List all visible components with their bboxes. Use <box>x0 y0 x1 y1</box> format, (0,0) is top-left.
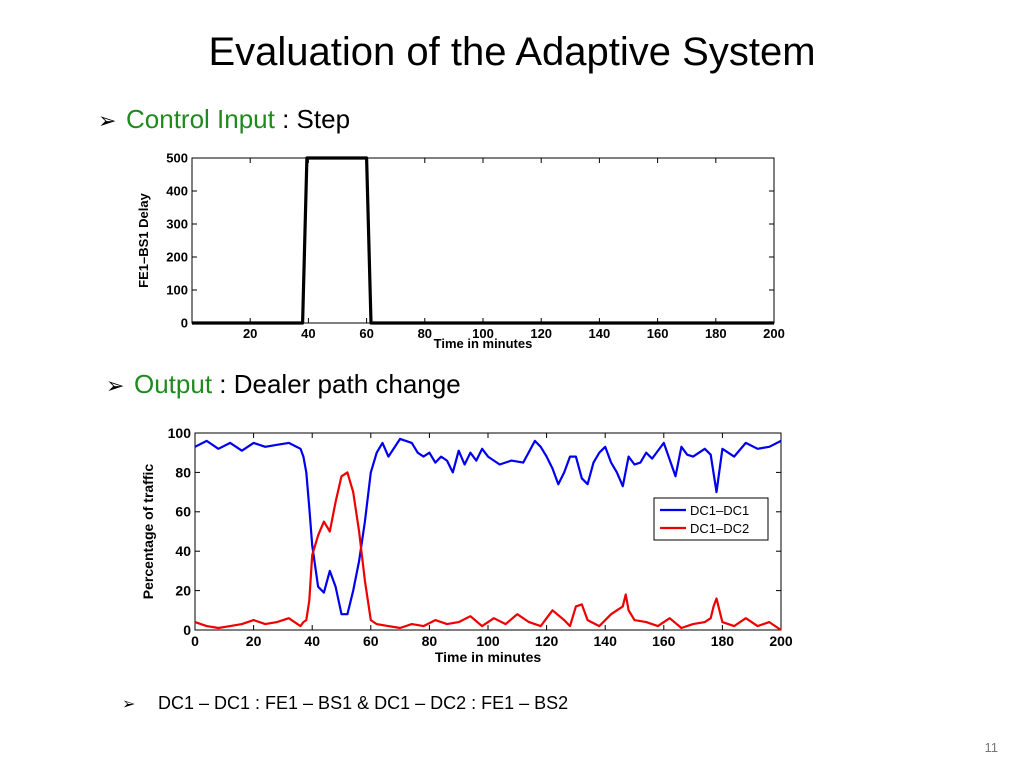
control-input-label: Control Input <box>126 104 275 134</box>
x-tick-label: 100 <box>476 633 500 649</box>
y-tick-label: 60 <box>175 504 191 520</box>
y-tick-label: 100 <box>168 425 192 441</box>
x-tick-label: 140 <box>589 326 611 341</box>
x-tick-label: 60 <box>363 633 379 649</box>
legend-box <box>653 497 769 541</box>
x-tick-label: 40 <box>301 326 315 341</box>
x-tick-label: 140 <box>594 633 618 649</box>
x-tick-label: 160 <box>652 633 676 649</box>
bullet-control-input: ➢ Control Input : Step <box>98 104 350 135</box>
y-axis-title: Percentage of traffic <box>140 464 156 600</box>
x-tick-label: 120 <box>535 633 559 649</box>
note-text: DC1 – DC1 : FE1 – BS1 & DC1 – DC2 : FE1 … <box>158 693 569 713</box>
y-tick-label: 40 <box>175 543 191 559</box>
arrow-bullet-icon: ➢ <box>98 108 117 133</box>
y-tick-label: 300 <box>166 217 188 232</box>
y-tick-label: 0 <box>183 622 191 638</box>
x-tick-label: 160 <box>647 326 669 341</box>
x-tick-label: 200 <box>769 633 793 649</box>
chart-1: 20 40 60 80 100 120 140 160 180 200 0 100 200 300 400 5… <box>136 151 785 351</box>
bullet-output: ➢ Output : Dealer path change <box>106 369 461 400</box>
page-number: 11 <box>984 740 999 755</box>
y-tick-label: 20 <box>175 583 191 599</box>
y-tick-label: 400 <box>166 184 188 199</box>
plot-frame <box>191 157 775 324</box>
arrow-bullet-icon: ➢ <box>122 696 136 713</box>
x-tick-label: 100 <box>472 326 494 341</box>
legend-entry: DC1–DC1 <box>690 503 749 518</box>
x-tick-label: 0 <box>191 633 199 649</box>
control-input-value: : Step <box>274 104 351 134</box>
x-tick-label: 80 <box>418 326 432 341</box>
x-tick-label: 80 <box>422 633 438 649</box>
output-label: Output <box>134 369 213 399</box>
slide-title: Evaluation of the Adaptive System <box>208 30 816 74</box>
x-tick-label: 200 <box>763 326 785 341</box>
y-tick-label: 200 <box>166 250 188 265</box>
arrow-bullet-icon: ➢ <box>106 373 125 398</box>
y-tick-label: 0 <box>181 316 188 331</box>
x-tick-label: 20 <box>243 326 257 341</box>
x-tick-label: 20 <box>246 633 262 649</box>
x-tick-label: 40 <box>304 633 320 649</box>
x-axis-title: Time in minutes <box>435 649 542 665</box>
series-line-1 <box>192 156 774 325</box>
note-legend-mapping: ➢ DC1 – DC1 : FE1 – BS1 & DC1 – DC2 : FE1… <box>122 693 568 714</box>
chart-2: 0 20 40 60 80 100 120 140 160 180 200020406080100T… <box>140 425 793 665</box>
x-tick-label: 180 <box>705 326 727 341</box>
x-tick-label: 180 <box>711 633 735 649</box>
y-tick-label: 80 <box>175 464 191 480</box>
series-line-dc1-dc2 <box>194 471 782 631</box>
legend-entry: DC1–DC2 <box>690 521 749 536</box>
x-axis-title: Time in minutes <box>434 336 533 351</box>
y-axis-title: FE1–BS1 Delay <box>136 192 151 287</box>
x-tick-label: 120 <box>530 326 552 341</box>
x-tick-label: 60 <box>359 326 373 341</box>
y-tick-label: 100 <box>166 283 188 298</box>
output-value: : Dealer path change <box>212 369 461 399</box>
y-tick-label: 500 <box>166 151 188 166</box>
legend: DC1–DC1 DC1–DC2 <box>653 497 769 541</box>
